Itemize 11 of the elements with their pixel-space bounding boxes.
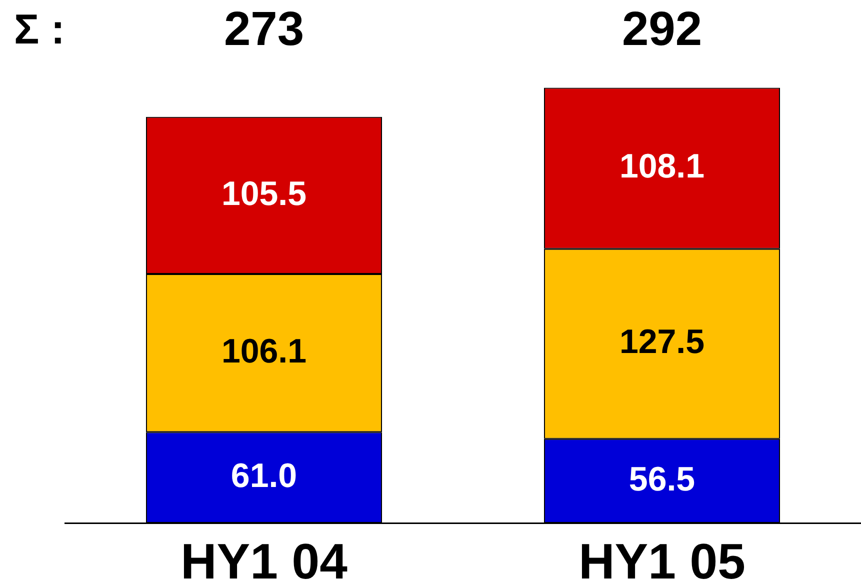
x-tick-label: HY1 04 <box>180 533 348 588</box>
data-label: 127.5 <box>619 323 705 362</box>
total-label: 292 <box>622 3 702 56</box>
data-label: 61.0 <box>230 456 298 495</box>
text: Σ : <box>14 6 65 53</box>
data-label: 56.5 <box>628 460 696 498</box>
x-tick-label: HY1 05 <box>578 533 746 588</box>
data-label: 108.1 <box>619 148 705 186</box>
total-label: 273 <box>224 3 304 56</box>
data-label: 105.5 <box>221 174 307 213</box>
data-label: 106.1 <box>221 332 307 370</box>
